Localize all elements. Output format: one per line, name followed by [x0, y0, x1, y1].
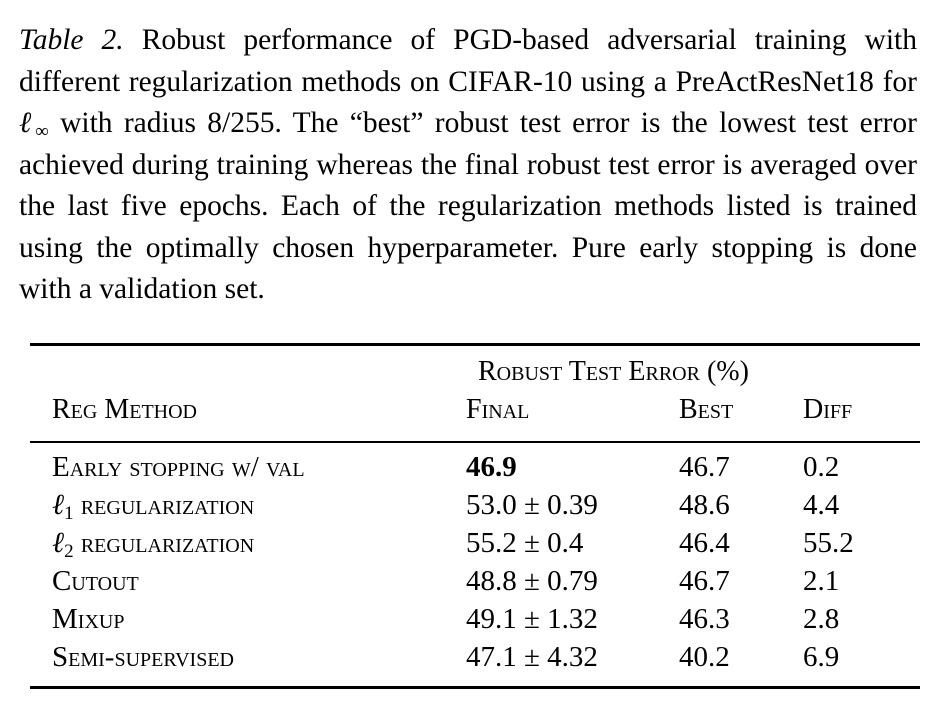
- row-2-diff: 4.4: [803, 489, 840, 521]
- column-header-best: Best: [679, 394, 734, 425]
- row-3-method: ℓ2 regularization: [52, 525, 254, 561]
- row-5-best: 46.3: [679, 603, 730, 635]
- row-4-final: 48.8 ± 0.79: [466, 565, 598, 597]
- row-6-final: 47.1 ± 4.32: [466, 641, 598, 673]
- row-3-method-symbol: ℓ: [52, 527, 65, 559]
- row-1-method: Early stopping w/ val: [52, 451, 305, 483]
- table-caption: Table 2. Robust performance of PGD-based…: [19, 20, 917, 311]
- column-header-diff: Diff: [803, 394, 853, 425]
- row-5-final: 49.1 ± 1.32: [466, 603, 598, 635]
- row-3-diff: 55.2: [803, 527, 854, 559]
- row-2-method-label: regularization: [73, 489, 255, 521]
- row-3-method-label: regularization: [73, 527, 255, 559]
- row-2-method: ℓ1 regularization: [52, 487, 254, 523]
- row-6-best: 40.2: [679, 641, 730, 673]
- row-1-final: 46.9: [466, 451, 517, 483]
- caption-norm-subscript: ∞: [35, 121, 49, 142]
- row-3-method-subscript: 2: [64, 541, 74, 562]
- table-top-rule: [30, 343, 920, 346]
- row-6-diff: 6.9: [803, 641, 840, 673]
- table-header-rule: [30, 441, 920, 443]
- row-2-final: 53.0 ± 0.39: [466, 489, 598, 521]
- row-4-best: 46.7: [679, 565, 730, 597]
- column-header-reg-method: Reg Method: [52, 394, 197, 425]
- row-5-diff: 2.8: [803, 603, 840, 635]
- row-6-method: Semi-supervised: [52, 641, 234, 673]
- row-4-diff: 2.1: [803, 565, 840, 597]
- row-2-method-symbol: ℓ: [52, 489, 65, 521]
- table-bottom-rule: [30, 686, 920, 689]
- row-2-best: 48.6: [679, 489, 730, 521]
- caption-text-part-1: Robust performance of PGD-based adversar…: [19, 24, 917, 98]
- row-1-diff: 0.2: [803, 451, 840, 483]
- caption-text-part-2: with radius 8/255. The “best” robust tes…: [19, 107, 917, 305]
- caption-norm-symbol: ℓ: [19, 107, 36, 139]
- row-1-best: 46.7: [679, 451, 730, 483]
- row-4-method: Cutout: [52, 565, 139, 597]
- row-3-final: 55.2 ± 0.4: [466, 527, 584, 559]
- caption-label: Table 2.: [19, 24, 124, 56]
- row-5-method: Mixup: [52, 603, 125, 635]
- group-header-robust-test-error: Robust Test Error (%): [478, 356, 749, 387]
- row-2-method-subscript: 1: [64, 503, 74, 524]
- row-3-best: 46.4: [679, 527, 730, 559]
- column-header-final: Final: [466, 394, 530, 425]
